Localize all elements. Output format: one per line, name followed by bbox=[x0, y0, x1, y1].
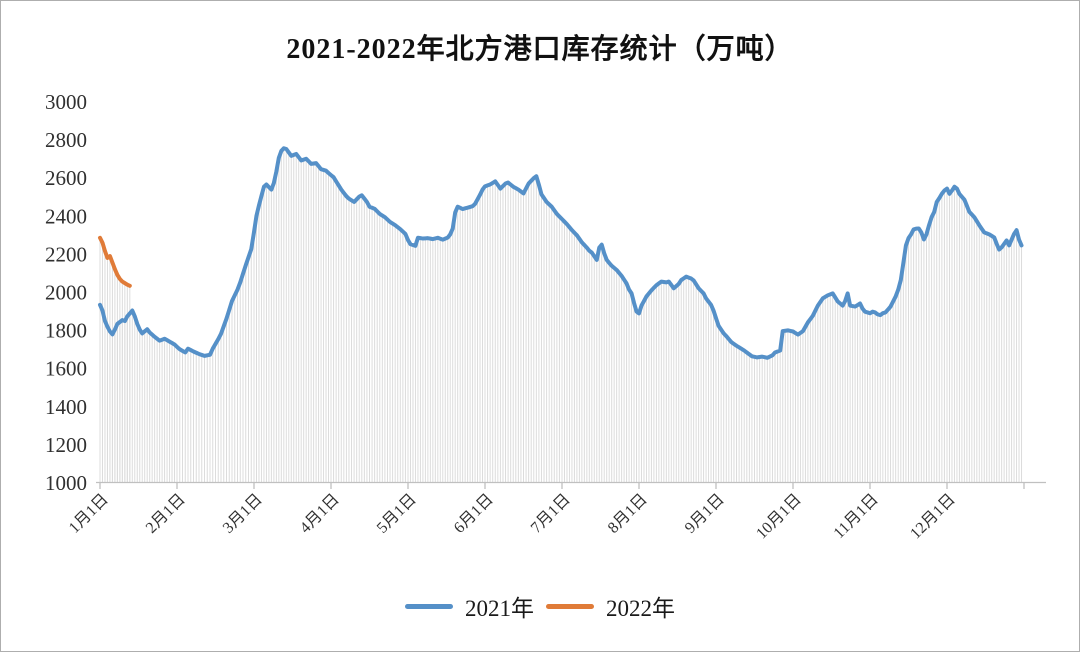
legend-line-2022-icon bbox=[546, 603, 594, 609]
x-axis-label: 8月1日 bbox=[605, 491, 651, 537]
y-axis-label: 1600 bbox=[45, 357, 87, 381]
x-axis-label: 9月1日 bbox=[682, 491, 728, 537]
x-axis-label: 10月1日 bbox=[753, 491, 805, 543]
y-axis-label: 2000 bbox=[45, 281, 87, 305]
x-axis-label: 3月1日 bbox=[220, 491, 266, 537]
x-axis-label: 5月1日 bbox=[374, 491, 420, 537]
series-line-2021年 bbox=[98, 146, 1024, 360]
chart-title: 2021-2022年北方港口库存统计（万吨） bbox=[286, 34, 794, 65]
x-axis-label: 11月1日 bbox=[831, 491, 882, 542]
x-axis-label: 2月1日 bbox=[143, 491, 189, 537]
x-axis-label: 6月1日 bbox=[451, 491, 497, 537]
x-axis-label: 7月1日 bbox=[528, 491, 574, 537]
y-axis-label: 2600 bbox=[45, 166, 87, 190]
legend-line-2021-icon bbox=[405, 603, 453, 609]
legend: 2021年 2022年 bbox=[1, 589, 1079, 623]
x-axis-label: 1月1日 bbox=[66, 491, 112, 537]
y-axis-label: 1400 bbox=[45, 395, 87, 419]
series-line-2022年 bbox=[98, 235, 132, 288]
y-axis-label: 2400 bbox=[45, 204, 87, 228]
y-axis-label: 1000 bbox=[45, 471, 87, 495]
droplines-2021年 bbox=[99, 148, 1023, 482]
y-axis-label: 2800 bbox=[45, 128, 87, 152]
y-axis-label: 1200 bbox=[45, 433, 87, 457]
legend-label-2022: 2022年 bbox=[606, 596, 675, 621]
legend-label-2021: 2021年 bbox=[465, 596, 534, 621]
y-axis-label: 2200 bbox=[45, 242, 87, 266]
y-axis-label: 3000 bbox=[45, 90, 87, 114]
y-axis-label: 1800 bbox=[45, 319, 87, 343]
x-axis-label: 12月1日 bbox=[907, 491, 959, 543]
x-axis-label: 4月1日 bbox=[297, 491, 343, 537]
